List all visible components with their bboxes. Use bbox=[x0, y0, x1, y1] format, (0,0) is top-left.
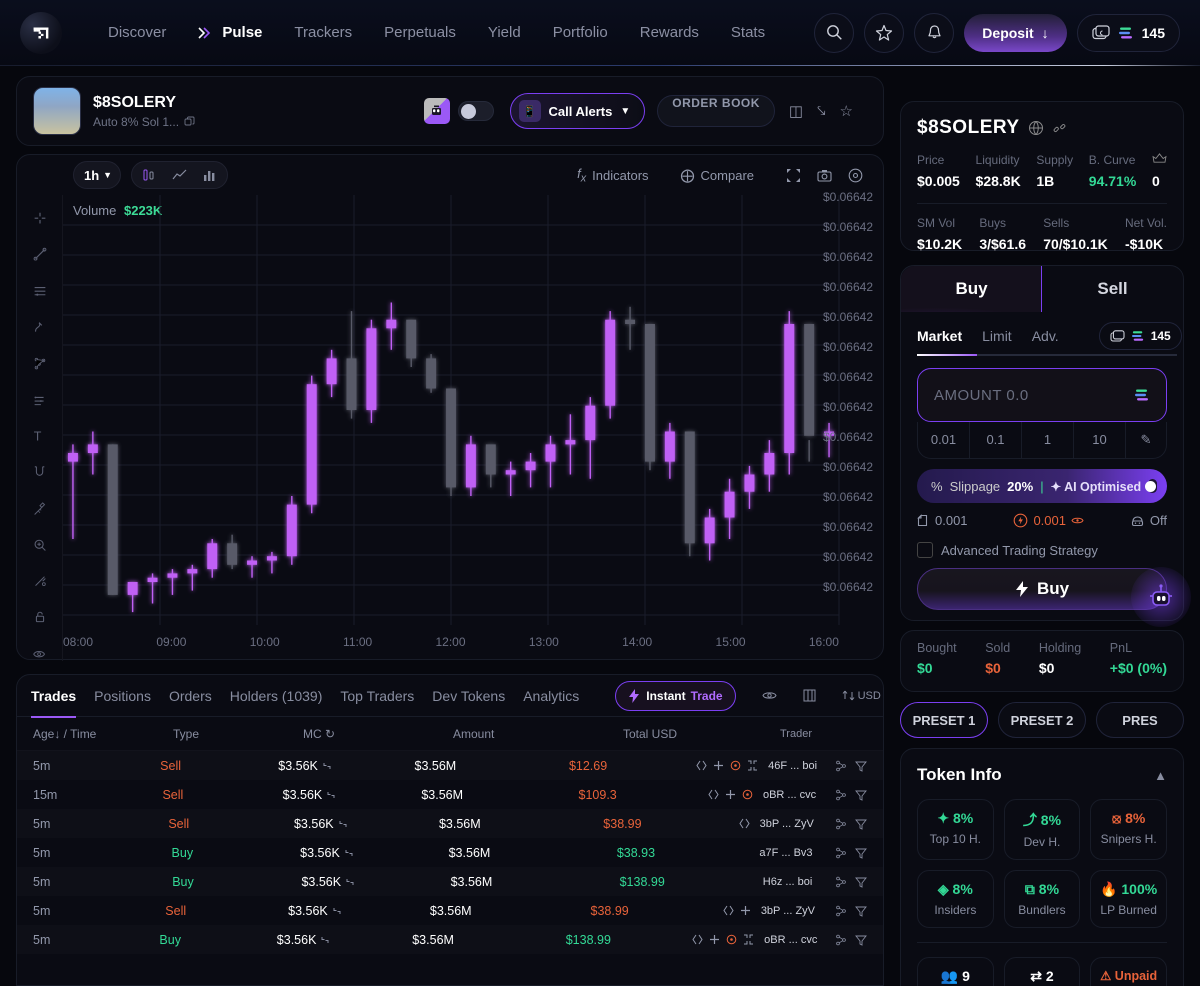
svg-text:T: T bbox=[33, 430, 41, 444]
